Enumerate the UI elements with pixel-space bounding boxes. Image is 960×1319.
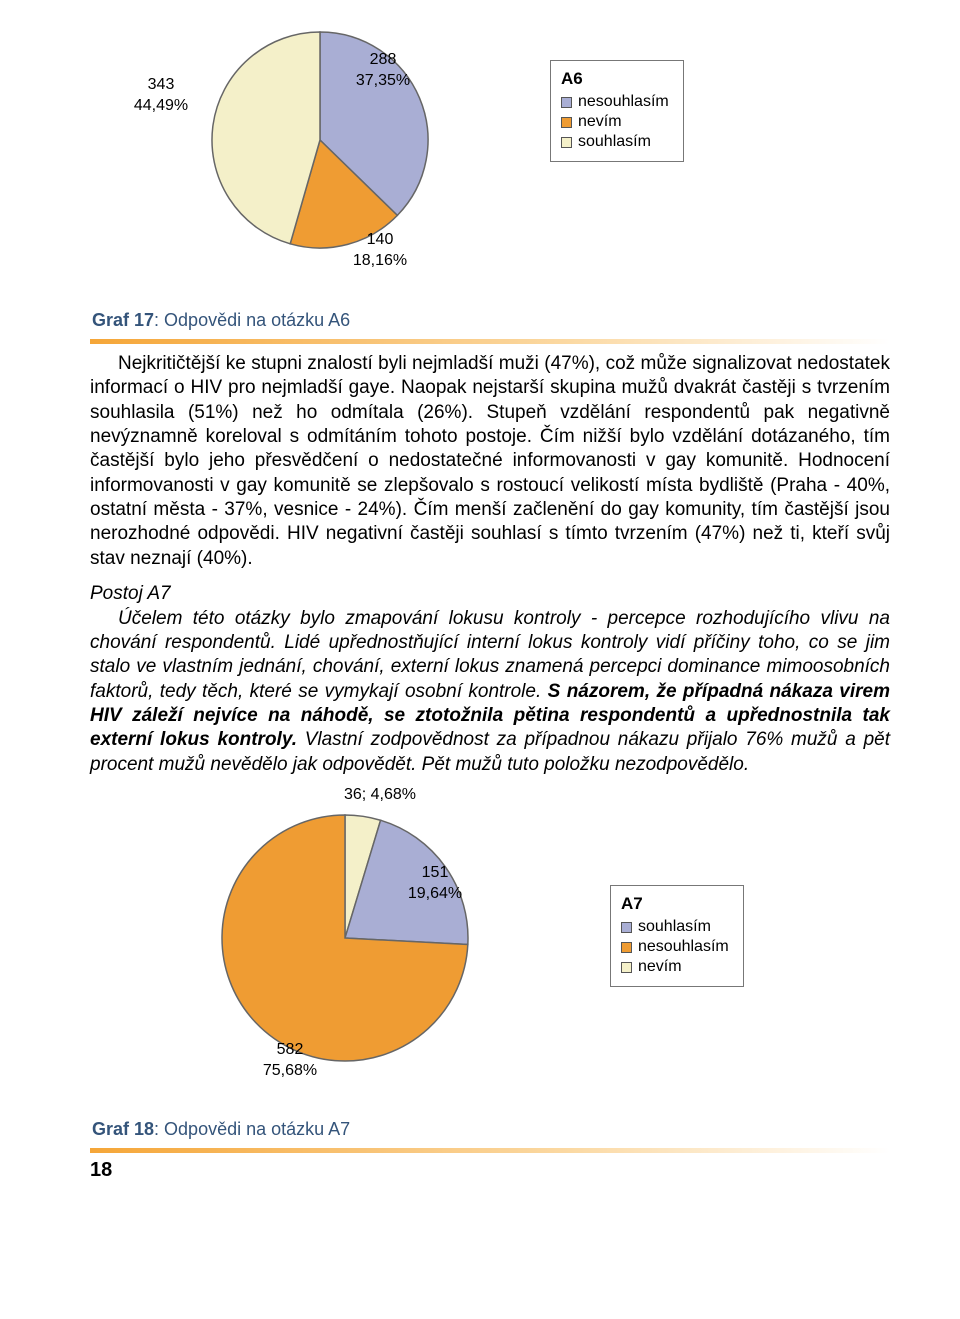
legend-swatch-lilac [561, 97, 572, 108]
caption-graf17: Graf 17: Odpovědi na otázku A6 [90, 308, 890, 335]
label-nesouhlasim-pct: 37,35% [356, 72, 410, 89]
label-a7-souhlasim-pct: 19,64% [408, 885, 462, 902]
label-nevim-count: 140 [367, 231, 394, 248]
label-a7-nevim: 36; 4,68% [320, 785, 440, 806]
legend-a6-label-2: souhlasím [578, 133, 651, 151]
legend-a7-item-0: souhlasím [621, 918, 729, 936]
pie-a7-svg [220, 813, 470, 1063]
legend-a7-item-1: nesouhlasím [621, 938, 729, 956]
legend-a7: A7 souhlasím nesouhlasím nevím [610, 885, 744, 987]
legend-a7-label-1: nesouhlasím [638, 938, 729, 956]
label-nesouhlasim: 288 37,35% [338, 50, 428, 92]
legend-a7-label-0: souhlasím [638, 918, 711, 936]
caption-graf17-bold: Graf 17 [92, 310, 154, 330]
caption-bar-2 [90, 1148, 890, 1153]
paragraph-2: Účelem této otázky bylo zmapování lokusu… [90, 607, 890, 777]
caption-graf17-rest: : Odpovědi na otázku A6 [154, 310, 350, 330]
legend-a6-item-1: nevím [561, 113, 669, 131]
label-souhlasim-pct: 44,49% [134, 97, 188, 114]
legend-a7-item-2: nevím [621, 958, 729, 976]
chart-a6-section: 343 44,49% 288 37,35% 140 18,16% A6 neso… [90, 20, 890, 300]
legend-a6-label-0: nesouhlasím [578, 93, 669, 111]
label-souhlasim: 343 44,49% [116, 75, 206, 117]
legend-a6-title: A6 [561, 69, 669, 89]
legend-a6: A6 nesouhlasím nevím souhlasím [550, 60, 684, 162]
legend-a6-item-2: souhlasím [561, 133, 669, 151]
legend-swatch-orange-2 [621, 942, 632, 953]
chart-a7-section: 36; 4,68% 151 19,64% 582 75,68% A7 souhl… [90, 785, 890, 1105]
label-a7-souhlasim-count: 151 [422, 864, 449, 881]
legend-swatch-orange [561, 117, 572, 128]
label-nevim: 140 18,16% [335, 230, 425, 272]
legend-swatch-cream [561, 137, 572, 148]
caption-bar-1 [90, 339, 890, 344]
legend-swatch-cream-2 [621, 962, 632, 973]
label-a7-nesouhlasim-count: 582 [277, 1041, 304, 1058]
legend-a6-label-1: nevím [578, 113, 622, 131]
label-nesouhlasim-count: 288 [370, 51, 397, 68]
legend-a7-label-2: nevím [638, 958, 682, 976]
paragraph-1: Nejkritičtější ke stupni znalostí byli n… [90, 352, 890, 571]
page-number: 18 [90, 1159, 890, 1182]
pie-a7 [220, 813, 470, 1063]
subhead-a7: Postoj A7 [90, 583, 890, 605]
label-a7-nesouhlasim-pct: 75,68% [263, 1062, 317, 1079]
label-nevim-pct: 18,16% [353, 252, 407, 269]
label-souhlasim-count: 343 [148, 76, 175, 93]
legend-a6-item-0: nesouhlasím [561, 93, 669, 111]
caption-graf18-rest: : Odpovědi na otázku A7 [154, 1119, 350, 1139]
caption-graf18-bold: Graf 18 [92, 1119, 154, 1139]
label-a7-souhlasim: 151 19,64% [390, 863, 480, 905]
legend-swatch-lilac-2 [621, 922, 632, 933]
legend-a7-title: A7 [621, 894, 729, 914]
label-a7-nesouhlasim: 582 75,68% [245, 1040, 335, 1082]
caption-graf18: Graf 18: Odpovědi na otázku A7 [90, 1117, 890, 1144]
